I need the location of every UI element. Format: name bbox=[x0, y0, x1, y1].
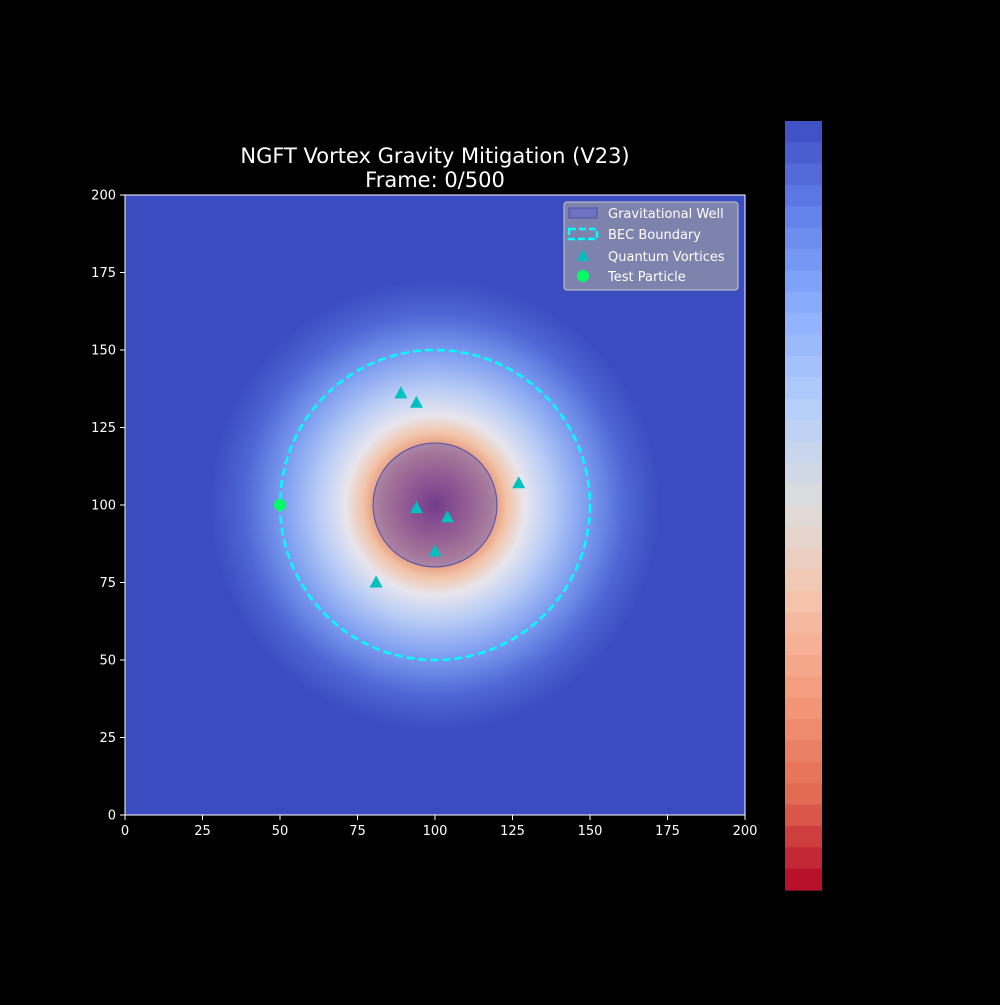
y-tick-label: 150 bbox=[91, 344, 116, 359]
gravitational-well bbox=[372, 442, 498, 568]
vortex-marker bbox=[440, 510, 454, 523]
colorbar-band bbox=[785, 398, 822, 421]
colorbar-band bbox=[785, 185, 822, 208]
vortex-marker bbox=[409, 395, 423, 408]
plot-area bbox=[125, 195, 745, 815]
vortex-marker bbox=[394, 386, 408, 399]
colorbar-band bbox=[785, 227, 822, 250]
colorbar-band bbox=[785, 697, 822, 720]
colorbar-band bbox=[785, 612, 822, 635]
colorbar-band bbox=[785, 355, 822, 378]
colorbar-band bbox=[785, 676, 822, 699]
colorbar-band bbox=[785, 569, 822, 592]
colorbar bbox=[785, 121, 822, 891]
vortex-marker bbox=[512, 476, 526, 489]
y-tick-label: 100 bbox=[91, 499, 116, 514]
x-tick-label: 0 bbox=[121, 824, 129, 839]
colorbar-band bbox=[785, 868, 822, 891]
y-tick-label: 175 bbox=[91, 266, 116, 281]
colorbar-band bbox=[785, 291, 822, 314]
y-tick-label: 200 bbox=[91, 189, 116, 204]
colorbar-band bbox=[785, 526, 822, 549]
legend-vortex-marker bbox=[577, 249, 589, 261]
colorbar-band bbox=[785, 740, 822, 763]
colorbar-band bbox=[785, 655, 822, 677]
vortex-layer bbox=[369, 386, 526, 588]
x-tick-label: 75 bbox=[349, 824, 366, 839]
colorbar-band bbox=[785, 163, 822, 186]
x-tick-label: 150 bbox=[578, 824, 603, 839]
colorbar-band bbox=[785, 804, 822, 827]
legend-well-swatch bbox=[568, 207, 598, 219]
x-tick-label: 100 bbox=[423, 824, 448, 839]
colorbar-band bbox=[785, 761, 822, 784]
vortex-marker bbox=[409, 501, 423, 514]
vortex-marker bbox=[369, 575, 383, 588]
colorbar-band bbox=[785, 847, 822, 870]
colorbar-band bbox=[785, 441, 822, 464]
colorbar-band bbox=[785, 590, 822, 613]
legend-bec-swatch bbox=[567, 227, 599, 241]
colorbar-band bbox=[785, 633, 822, 656]
legend-particle-label: Test Particle bbox=[607, 270, 686, 285]
chart-subtitle: Frame: 0/500 bbox=[365, 168, 505, 192]
legend: Gravitational Well BEC Boundary Quantum … bbox=[563, 201, 739, 291]
colorbar-band bbox=[785, 249, 822, 272]
legend-bec-label: BEC Boundary bbox=[608, 228, 701, 243]
colorbar-band bbox=[785, 548, 822, 571]
vortex-marker bbox=[428, 544, 442, 557]
x-tick-label: 200 bbox=[733, 824, 758, 839]
colorbar-band bbox=[785, 121, 822, 143]
y-tick-label: 75 bbox=[99, 576, 116, 591]
x-tick-label: 50 bbox=[272, 824, 289, 839]
colorbar-band bbox=[785, 719, 822, 742]
colorbar-band bbox=[785, 334, 822, 357]
test-particle bbox=[274, 499, 286, 511]
y-tick-label: 25 bbox=[99, 731, 116, 746]
legend-particle-marker bbox=[577, 270, 589, 282]
colorbar-band bbox=[785, 377, 822, 400]
colorbar-band bbox=[785, 313, 822, 336]
chart-title: NGFT Vortex Gravity Mitigation (V23) bbox=[240, 144, 629, 168]
colorbar-band bbox=[785, 825, 822, 848]
colorbar-band bbox=[785, 462, 822, 485]
colorbar-band bbox=[785, 270, 822, 293]
colorbar-band bbox=[785, 484, 822, 507]
legend-box bbox=[563, 201, 739, 291]
x-tick-label: 175 bbox=[655, 824, 680, 839]
y-axis: 0 25 50 75 100 125 150 175 200 bbox=[91, 189, 125, 824]
colorbar-band bbox=[785, 783, 822, 806]
legend-well-label: Gravitational Well bbox=[608, 207, 724, 222]
x-tick-label: 25 bbox=[194, 824, 211, 839]
colorbar-band bbox=[785, 505, 822, 528]
legend-vortex-label: Quantum Vortices bbox=[608, 250, 725, 265]
y-tick-label: 0 bbox=[108, 809, 116, 824]
x-tick-label: 125 bbox=[500, 824, 525, 839]
colorbar-band bbox=[785, 420, 822, 443]
colorbar-band bbox=[785, 142, 822, 165]
y-tick-label: 125 bbox=[91, 421, 116, 436]
y-tick-label: 50 bbox=[99, 654, 116, 669]
colorbar-band bbox=[785, 206, 822, 229]
x-axis: 0 25 50 75 100 125 150 175 200 bbox=[121, 815, 758, 839]
